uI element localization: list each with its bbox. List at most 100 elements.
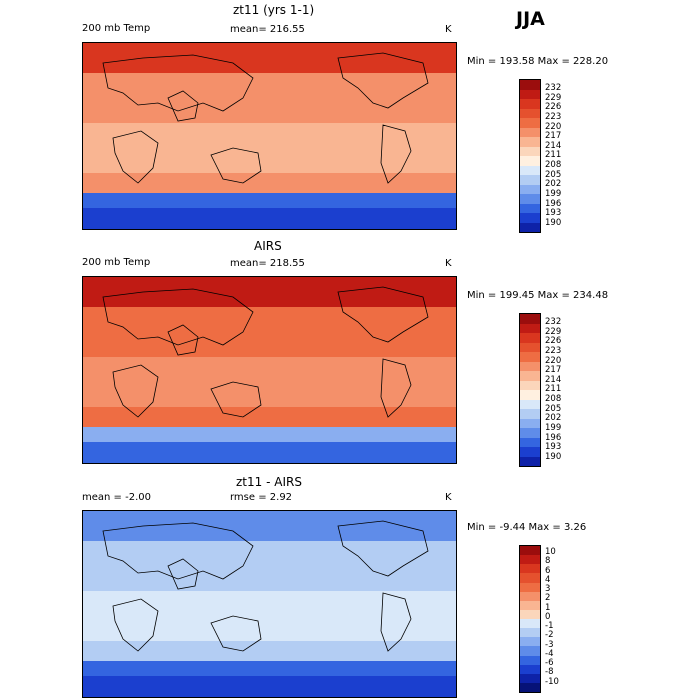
colorbar-swatch (520, 108, 540, 118)
panel-1-title: zt11 (yrs 1-1) (233, 3, 315, 17)
colorbar-swatch (520, 637, 540, 647)
coastline-outline (337, 52, 429, 109)
colorbar-swatch (520, 664, 540, 674)
colorbar-swatch (520, 127, 540, 137)
panel-2-map (82, 276, 457, 464)
colorbar-swatch (520, 564, 540, 574)
coastline-outline (167, 324, 199, 356)
colorbar-tick-label: 199 (545, 188, 562, 199)
colorbar-swatch (520, 222, 540, 232)
colorbar-swatch (520, 390, 540, 400)
panel-3-mean-label: mean = -2.00 (82, 492, 151, 503)
colorbar-swatch (520, 175, 540, 185)
colorbar-swatch (520, 333, 540, 343)
colorbar-swatch (520, 591, 540, 601)
panel-2-mean-label: mean= 218.55 (230, 258, 305, 269)
colorbar-swatch (520, 399, 540, 409)
colorbar-swatch (520, 546, 540, 556)
map-contour-band (83, 43, 456, 73)
coastline-outline (210, 381, 262, 418)
map-contour-band (83, 277, 456, 307)
coastline-outline (380, 124, 412, 184)
colorbar-tick-label: -10 (545, 676, 559, 687)
coastline-outline (167, 558, 199, 590)
colorbar-tick-label: 193 (545, 208, 562, 219)
colorbar-tick-label: 190 (545, 217, 562, 228)
colorbar-swatch (520, 409, 540, 419)
colorbar-swatch (520, 437, 540, 447)
colorbar-tick-label: 205 (545, 169, 562, 180)
colorbar-swatch (520, 184, 540, 194)
colorbar-swatch (520, 137, 540, 147)
panel-3-minmax-label: Min = -9.44 Max = 3.26 (467, 522, 587, 533)
colorbar-tick-label: 232 (545, 83, 562, 93)
colorbar-swatch (520, 418, 540, 428)
panel-2-colorbar (519, 313, 541, 467)
colorbar-tick-label: 229 (545, 326, 562, 337)
colorbar-swatch (520, 456, 540, 466)
colorbar-swatch (520, 156, 540, 166)
map-contour-band (83, 307, 456, 357)
colorbar-swatch (520, 619, 540, 629)
colorbar-swatch (520, 555, 540, 565)
coastline-outline (337, 520, 429, 577)
colorbar-tick-label: 217 (545, 365, 562, 376)
colorbar-tick-label: 226 (545, 336, 562, 347)
colorbar-swatch (520, 600, 540, 610)
map-contour-band (83, 676, 456, 697)
panel-1-colorbar-labels: 232 229 226 223 220 217 214 211 208 205 202 199 196 1… (545, 83, 562, 228)
map-contour-band (83, 407, 456, 427)
panel-3-rmse-label: rmse = 2.92 (230, 492, 293, 503)
coastline-outline (102, 288, 254, 346)
panel-1-colorbar (519, 79, 541, 233)
colorbar-tick-label: 211 (545, 150, 562, 161)
colorbar-swatch (520, 80, 540, 90)
colorbar-tick-label: 4 (545, 574, 551, 585)
colorbar-tick-label: 217 (545, 131, 562, 142)
map-contour-band (83, 442, 456, 463)
panel-1-minmax-label: Min = 193.58 Max = 228.20 (467, 56, 609, 67)
colorbar-tick-label: 220 (545, 355, 562, 366)
colorbar-swatch (520, 361, 540, 371)
colorbar-tick-label: 229 (545, 92, 562, 103)
panel-1-map (82, 42, 457, 230)
map-contour-band (83, 511, 456, 541)
colorbar-tick-label: 0 (545, 611, 551, 622)
colorbar-swatch (520, 682, 540, 692)
map-contour-band (83, 173, 456, 193)
coastline-outline (102, 522, 254, 580)
coastline-outline (112, 364, 159, 418)
colorbar-tick-label: 199 (545, 422, 562, 433)
colorbar-swatch (520, 314, 540, 324)
coastline-outline (380, 592, 412, 652)
colorbar-tick-label: 2 (545, 593, 551, 604)
colorbar-swatch (520, 628, 540, 638)
colorbar-swatch (520, 323, 540, 333)
colorbar-tick-label: -6 (545, 658, 554, 668)
colorbar-swatch (520, 428, 540, 438)
colorbar-tick-label: 205 (545, 403, 562, 414)
colorbar-swatch (520, 380, 540, 390)
colorbar-tick-label: 232 (545, 317, 562, 327)
panel-2-unit-label: K (445, 258, 452, 269)
colorbar-tick-label: 214 (545, 140, 562, 151)
panel-1-unit-label: K (445, 24, 452, 35)
map-contour-band (83, 591, 456, 641)
colorbar-tick-label: 223 (545, 111, 562, 122)
colorbar-swatch (520, 609, 540, 619)
map-contour-band (83, 123, 456, 173)
colorbar-swatch (520, 582, 540, 592)
colorbar-tick-label: 226 (545, 102, 562, 113)
map-contour-band (83, 193, 456, 208)
panel-3-colorbar (519, 545, 541, 693)
map-contour-band (83, 541, 456, 591)
panel-3-map (82, 510, 457, 698)
colorbar-swatch (520, 655, 540, 665)
colorbar-tick-label: 223 (545, 345, 562, 356)
map-contour-band (83, 427, 456, 442)
colorbar-swatch (520, 342, 540, 352)
coastline-outline (102, 54, 254, 112)
coastline-outline (167, 90, 199, 122)
colorbar-swatch (520, 447, 540, 457)
colorbar-tick-label: 202 (545, 179, 562, 190)
